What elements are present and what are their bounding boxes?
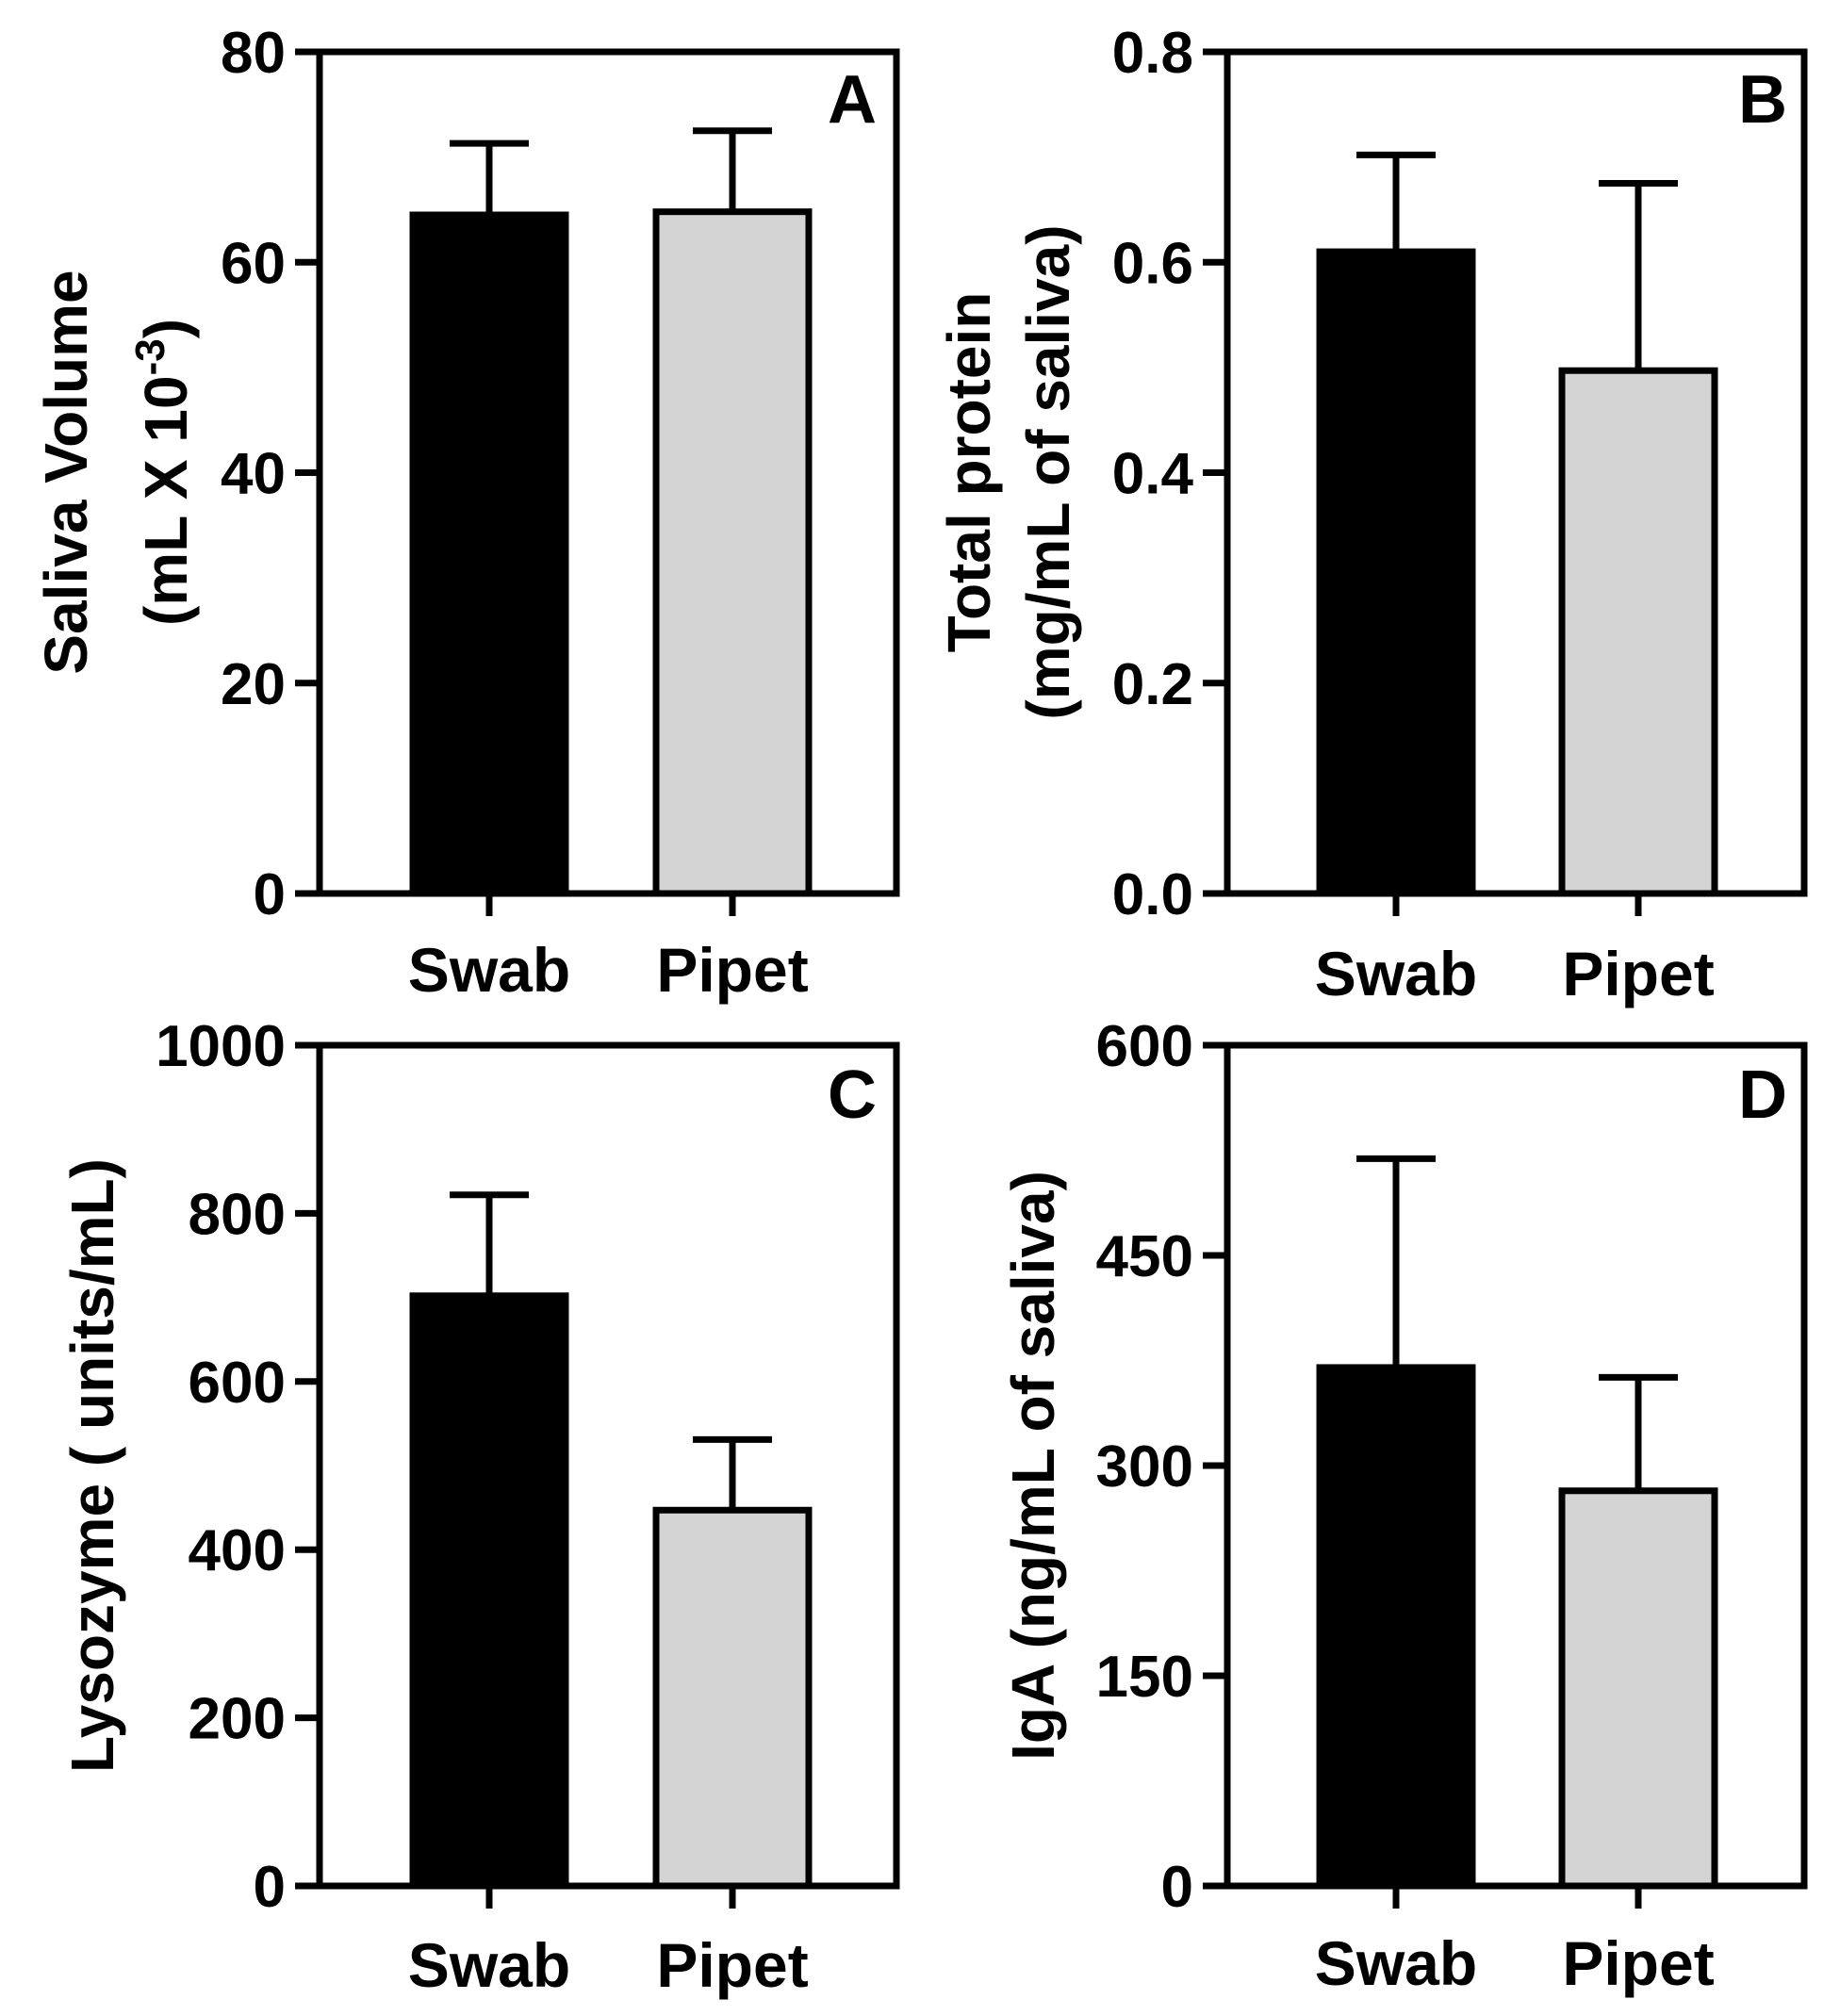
panel-b-ytick-label-4: 0.8 [1112,21,1193,86]
panel-c-xlabel-pipet: Pipet [656,1930,808,2000]
panel-c-error-bars [450,1191,772,1511]
panel-b-bars [1316,248,1718,897]
panel-a-ytick-label-1: 20 [221,652,286,717]
panel-a-ylabel-close: ) [132,319,200,338]
panel-c-bar-swab [409,1292,569,1890]
panel-d-ylabel: IgA (ng/mL of saliva) [999,1171,1067,1761]
panel-a-letter: A [828,62,877,138]
panel-c-frame [316,1041,900,1890]
panel-c-ytick-label-2: 400 [189,1518,286,1583]
panel-a-ytick-label-4: 80 [221,21,286,86]
panel-b-y-ticks: 0.0 0.2 0.4 0.6 0.8 [1112,21,1227,927]
panel-c-ytick-label-0: 0 [254,1855,286,1920]
panel-a-ytick-label-0: 0 [254,862,286,927]
panel-a-bars [409,208,813,897]
panel-b-ytick-label-3: 0.6 [1112,231,1193,296]
panel-b-xlabel-pipet: Pipet [1562,939,1714,1008]
panel-a-ylabel-line1: Saliva Volume [32,270,100,674]
panel-c-ytick-label-1: 200 [189,1687,286,1752]
panel-d-ytick-label-0: 0 [1161,1855,1193,1920]
panel-c: 0 200 400 600 800 1000 Swab Pipet C Lysozyme (… [58,1014,900,2000]
panel-b-bar-swab [1316,248,1476,897]
panel-a: 0 20 40 60 80 Swab Pipet A Saliva Volume (mL … [32,21,900,1005]
panel-d-error-bars [1356,1155,1678,1491]
panel-b-xlabel-swab: Swab [1315,939,1477,1008]
panel-d-y-ticks: 0 150 300 450 600 [1096,1014,1227,1920]
panel-a-bar-pipet [652,208,813,897]
panel-a-xlabel-swab: Swab [408,935,570,1005]
panel-a-ylabel-unit: (mL X 10 [132,375,200,626]
panel-a-xlabel-pipet: Pipet [656,935,808,1005]
panel-d: 0 150 300 450 600 Swab Pipet D IgA (ng/mL of … [999,1014,1808,1998]
panel-a-ylabel-exponent: -3 [127,338,173,375]
panel-c-ytick-label-3: 600 [189,1351,286,1416]
panel-d-bar-swab [1316,1364,1476,1890]
panel-c-ylabel: Lysozyme ( units/mL) [58,1158,126,1773]
panel-d-ytick-label-2: 300 [1096,1434,1193,1500]
panel-b-x-ticks: Swab Pipet [1315,893,1715,1008]
panel-a-ylabel-line2: (mL X 10-3) [127,319,200,626]
panel-b: 0.0 0.2 0.4 0.6 0.8 Swab Pipet B Total protei… [935,21,1808,1008]
panel-d-frame [1224,1041,1808,1890]
panel-c-y-ticks: 0 200 400 600 800 1000 [156,1014,320,1920]
panel-c-ytick-label-5: 1000 [156,1014,286,1079]
panel-a-bar-swab [409,211,569,897]
panel-a-frame [316,48,900,897]
panel-a-error-bars [450,127,772,216]
panel-c-letter: C [828,1057,877,1133]
panel-d-ytick-label-4: 600 [1096,1014,1193,1079]
panel-c-xlabel-swab: Swab [408,1930,570,2000]
panel-a-y-ticks: 0 20 40 60 80 [221,21,320,927]
panel-c-bars [409,1292,813,1890]
panel-a-x-ticks: Swab Pipet [408,893,809,1005]
panel-c-bar-pipet [652,1506,813,1890]
panel-b-error-bars [1356,151,1678,371]
panel-b-frame [1224,48,1808,897]
panel-b-bar-pipet [1558,367,1718,897]
panel-d-xlabel-pipet: Pipet [1562,1928,1714,1998]
panel-b-letter: B [1738,62,1787,138]
panel-d-bar-pipet [1558,1487,1718,1890]
panel-b-ytick-label-1: 0.2 [1112,652,1193,717]
panel-d-letter: D [1738,1057,1787,1133]
panel-a-ytick-label-2: 40 [221,442,286,507]
panel-d-bars [1316,1364,1718,1890]
panel-d-ytick-label-1: 150 [1096,1645,1193,1710]
panel-d-xlabel-swab: Swab [1315,1928,1477,1998]
panel-b-ylabel-line2: (mg/mL of saliva) [1014,224,1082,719]
panel-d-x-ticks: Swab Pipet [1315,1886,1715,1998]
panel-b-ylabel-line1: Total protein [935,292,1003,653]
panel-c-x-ticks: Swab Pipet [408,1886,809,2000]
panel-d-ytick-label-3: 450 [1096,1224,1193,1289]
panel-c-ytick-label-4: 800 [189,1182,286,1247]
panel-a-ytick-label-3: 60 [221,231,286,296]
panel-b-ytick-label-2: 0.4 [1112,442,1194,507]
panel-b-ytick-label-0: 0.0 [1112,862,1193,927]
